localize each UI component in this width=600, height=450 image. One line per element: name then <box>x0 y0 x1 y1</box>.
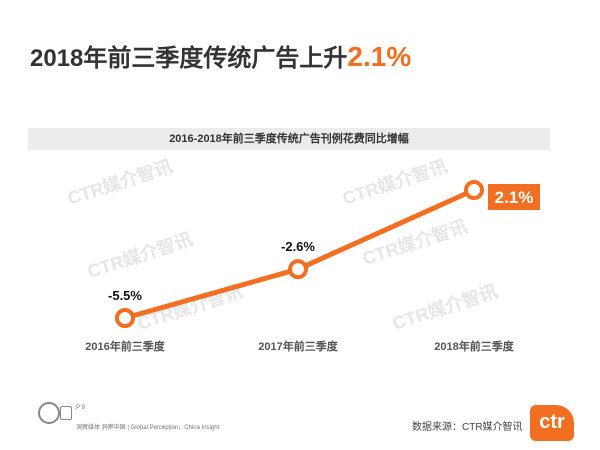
data-point <box>288 259 308 280</box>
x-tick-label: 2017年前三季度 <box>258 339 338 353</box>
watermark-text: CTR媒介智讯 <box>65 155 175 209</box>
watermark-text: CTR媒介智讯 <box>85 228 195 282</box>
x-tick-label: 2016年前三季度 <box>85 339 165 353</box>
data-source: 数据来源：CTR媒介智讯 <box>412 422 523 433</box>
footer-tagline: 洞察媒体 洞察中国 | Global Perception，China Insi… <box>76 425 220 431</box>
data-label: -5.5% <box>108 288 142 303</box>
page-title-highlight: 2.1% <box>347 41 412 72</box>
watermark-text: CTR媒介智讯 <box>360 215 470 269</box>
certification-seal-icon <box>38 402 60 424</box>
chart-title-band <box>28 128 550 150</box>
data-point <box>115 308 135 328</box>
watermark-text: CTR媒介智讯 <box>390 280 500 334</box>
watermark-text: CTR媒介智讯 <box>340 155 450 209</box>
data-label-box <box>488 184 540 210</box>
chart-marks: 2016年前三季度 2017年前三季度 2018年前三季度 -5.5% -2.6% 2.1… <box>85 180 540 353</box>
data-label: -2.6% <box>281 239 315 254</box>
x-tick-label: 2018年前三季度 <box>434 339 514 353</box>
certification-badge-icon <box>60 406 72 420</box>
data-point <box>464 180 484 200</box>
page-title-text: 2018年前三季度传统广告上升 <box>30 45 348 72</box>
page-number: P 9 <box>76 405 85 411</box>
ctr-logo: ctr <box>530 405 574 441</box>
data-label: 2.1% <box>495 188 534 207</box>
chart-title: 2016-2018年前三季度传统广告刊例花费同比增幅 <box>169 133 409 145</box>
page-title: 2018年前三季度传统广告上升2.1% <box>30 38 411 73</box>
